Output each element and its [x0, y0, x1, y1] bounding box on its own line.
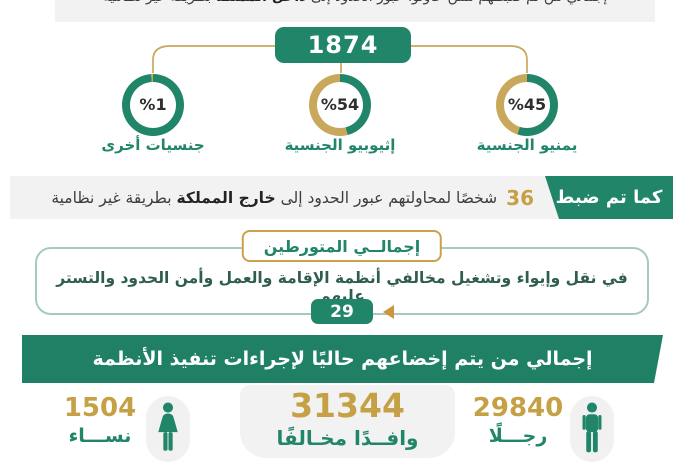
- donut-percent-other: %1: [139, 95, 167, 114]
- donut-percent-yemeni: %45: [507, 95, 547, 114]
- arrow-left-icon: [383, 305, 394, 319]
- women-total: 1504 نســـاء: [52, 393, 148, 449]
- donut-label-other: جنسيات أخرى: [101, 136, 205, 154]
- also-caught-line: 36 شخصًا لمحاولتهم عبور الحدود إلى خارج …: [20, 176, 534, 219]
- total-violators-block: 31344 وافــدًا مخـالفًا: [240, 385, 455, 458]
- men-icon-pill: [570, 396, 614, 462]
- women-total-value: 1504: [63, 393, 137, 423]
- involved-tab-title: إجمالــي المتورطين: [241, 230, 443, 262]
- donut-label-ethiopian: إثيوبيو الجنسية: [284, 136, 396, 154]
- enforcement-banner: إجمالي من يتم إخضاعهم حاليًا لإجراءات تن…: [22, 335, 663, 383]
- women-icon-pill: [146, 396, 190, 462]
- donut-percent-ethiopian: %54: [320, 95, 360, 114]
- also-caught-count: 36: [506, 185, 534, 210]
- men-total-label: رجـــلًا: [488, 425, 548, 447]
- total-caught-badge: 1874: [275, 27, 411, 63]
- total-violators-value: 31344: [290, 386, 405, 425]
- women-total-label: نســـاء: [68, 425, 132, 447]
- man-icon: [582, 402, 602, 453]
- also-caught-tag: كما تم ضبط: [545, 176, 673, 219]
- involved-count-badge: 29: [311, 299, 373, 324]
- woman-icon: [158, 402, 178, 451]
- men-total-value: 29840: [472, 393, 564, 423]
- men-total: 29840 رجـــلًا: [470, 393, 566, 449]
- total-violators-label: وافــدًا مخـالفًا: [276, 426, 419, 450]
- clipped-headline-text: إجمالي من تم ضبطهم ممن حاولوا عبور الحدو…: [55, 0, 655, 5]
- clipped-headline-strip: إجمالي من تم ضبطهم ممن حاولوا عبور الحدو…: [55, 0, 655, 22]
- also-caught-text: شخصًا لمحاولتهم عبور الحدود إلى خارج الم…: [51, 188, 498, 207]
- involved-description: في نقل وإيواء وتشغيل مخالفي أنظمة الإقام…: [56, 269, 628, 305]
- donut-label-yemeni: يمنيو الجنسية: [476, 136, 578, 154]
